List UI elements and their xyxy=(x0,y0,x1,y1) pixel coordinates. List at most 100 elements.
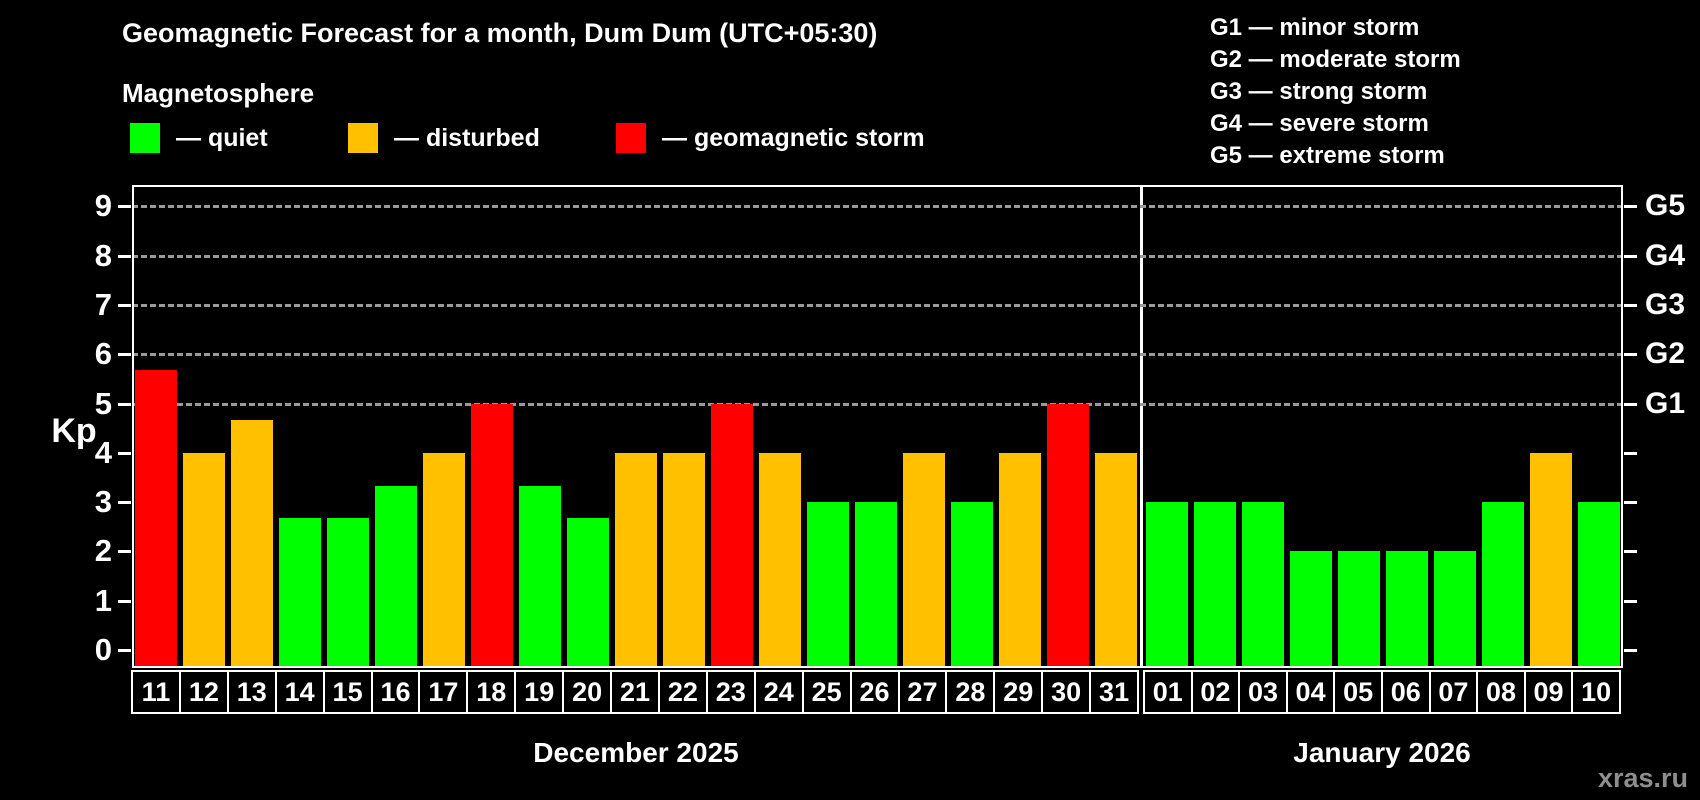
right-tick-9 xyxy=(1624,205,1637,209)
right-tick-4 xyxy=(1624,451,1637,455)
bar-cell-11 xyxy=(132,185,180,668)
right-axis-label-g2: G2 xyxy=(1645,337,1686,371)
day-label-dec-19: 19 xyxy=(514,670,565,714)
right-axis-label-g1: G1 xyxy=(1645,386,1686,420)
kp-bar-jan-09 xyxy=(1530,452,1572,668)
bar-cell-03 xyxy=(1239,185,1287,668)
day-label-dec-25: 25 xyxy=(801,670,852,714)
y-tick-label-8: 8 xyxy=(94,237,112,273)
day-label-jan-10: 10 xyxy=(1571,670,1621,714)
bar-cell-10 xyxy=(1575,185,1623,668)
right-tick-7 xyxy=(1624,303,1637,307)
left-tick-9 xyxy=(118,205,131,209)
day-label-dec-29: 29 xyxy=(993,670,1044,714)
left-tick-2 xyxy=(118,550,131,554)
day-label-dec-31: 31 xyxy=(1089,670,1140,714)
kp-bar-jan-06 xyxy=(1386,551,1428,668)
legend-label-storm: — geomagnetic storm xyxy=(662,123,925,152)
day-label-dec-16: 16 xyxy=(370,670,421,714)
day-label-jan-03: 03 xyxy=(1238,670,1288,714)
bar-cell-02 xyxy=(1191,185,1239,668)
y-tick-label-7: 7 xyxy=(94,286,112,322)
gridline-kp8 xyxy=(132,254,1623,258)
quiet-color-swatch xyxy=(130,123,160,153)
day-label-dec-18: 18 xyxy=(466,670,517,714)
bar-cell-24 xyxy=(756,185,804,668)
bar-cell-06 xyxy=(1383,185,1431,668)
day-axis-december: 11 12 13 14 15 16 17 18 19 20 21 22 23 24 25 26 27 28 29 30… xyxy=(131,670,1140,714)
kp-bar-dec-18 xyxy=(471,403,513,668)
kp-bar-jan-03 xyxy=(1242,502,1284,668)
day-label-dec-15: 15 xyxy=(322,670,373,714)
day-label-jan-01: 01 xyxy=(1143,670,1193,714)
bar-cell-12 xyxy=(180,185,228,668)
day-label-dec-13: 13 xyxy=(226,670,277,714)
g-legend-g2: G2 — moderate storm xyxy=(1210,46,1461,73)
kp-bar-dec-14 xyxy=(279,518,321,668)
kp-bar-dec-26 xyxy=(855,502,897,668)
day-label-jan-08: 08 xyxy=(1476,670,1526,714)
right-axis-label-g4: G4 xyxy=(1645,238,1686,272)
kp-bar-dec-23 xyxy=(711,403,753,668)
bar-cell-26 xyxy=(852,185,900,668)
kp-bar-jan-02 xyxy=(1194,502,1236,668)
legend-item-quiet: — quiet xyxy=(130,122,268,154)
kp-bar-dec-20 xyxy=(567,518,609,668)
day-label-jan-06: 06 xyxy=(1380,670,1431,714)
bar-cell-08 xyxy=(1479,185,1527,668)
left-tick-1 xyxy=(118,599,131,603)
kp-bar-jan-07 xyxy=(1434,551,1476,668)
bar-cell-31 xyxy=(1092,185,1140,668)
kp-bar-dec-30 xyxy=(1047,403,1089,668)
kp-bar-dec-29 xyxy=(999,452,1041,668)
day-label-jan-09: 09 xyxy=(1523,670,1574,714)
y-tick-label-0: 0 xyxy=(94,632,112,667)
bar-cell-25 xyxy=(804,185,852,668)
legend-item-storm: — geomagnetic storm xyxy=(616,122,925,154)
day-label-dec-24: 24 xyxy=(753,670,804,714)
left-tick-7 xyxy=(118,303,131,307)
bar-section-december xyxy=(132,185,1140,668)
g-scale-legend: G1 — minor storm G2 — moderate storm G3 … xyxy=(1210,12,1461,172)
bar-cell-27 xyxy=(900,185,948,668)
bar-cell-22 xyxy=(660,185,708,668)
plot-area xyxy=(132,185,1623,668)
right-axis-label-g5: G5 xyxy=(1645,189,1686,223)
kp-bar-jan-05 xyxy=(1338,551,1380,668)
legend-item-disturbed: — disturbed xyxy=(348,122,540,154)
day-label-dec-28: 28 xyxy=(945,670,996,714)
bar-cell-21 xyxy=(612,185,660,668)
day-label-jan-04: 04 xyxy=(1285,670,1336,714)
g-legend-g1: G1 — minor storm xyxy=(1210,14,1420,41)
left-tick-4 xyxy=(118,451,131,455)
bar-section-january xyxy=(1143,185,1623,668)
bar-cell-28 xyxy=(948,185,996,668)
bar-cell-18 xyxy=(468,185,516,668)
gridline-kp7 xyxy=(132,303,1623,307)
y-tick-label-6: 6 xyxy=(94,336,112,372)
month-label-january: January 2026 xyxy=(1293,737,1471,768)
day-label-jan-07: 07 xyxy=(1428,670,1479,714)
day-label-jan-02: 02 xyxy=(1190,670,1241,714)
disturbed-color-swatch xyxy=(348,123,378,153)
kp-bar-dec-27 xyxy=(903,452,945,668)
kp-bar-dec-21 xyxy=(615,452,657,668)
day-label-dec-14: 14 xyxy=(274,670,325,714)
kp-bar-dec-28 xyxy=(951,502,993,668)
kp-bar-dec-31 xyxy=(1095,452,1137,668)
y-tick-label-3: 3 xyxy=(94,484,112,520)
kp-bar-dec-19 xyxy=(519,485,561,668)
bar-cell-30 xyxy=(1044,185,1092,668)
bar-cell-01 xyxy=(1143,185,1191,668)
left-tick-0 xyxy=(118,649,131,652)
kp-bar-jan-08 xyxy=(1482,502,1524,668)
bar-cell-15 xyxy=(324,185,372,668)
kp-bar-jan-01 xyxy=(1146,502,1188,668)
kp-bar-dec-13 xyxy=(231,419,273,668)
right-tick-5 xyxy=(1624,402,1637,406)
g-legend-g3: G3 — strong storm xyxy=(1210,78,1428,105)
left-tick-3 xyxy=(118,501,131,505)
left-tick-8 xyxy=(118,254,131,258)
kp-bar-dec-22 xyxy=(663,452,705,668)
legend-label-quiet: — quiet xyxy=(176,123,268,152)
